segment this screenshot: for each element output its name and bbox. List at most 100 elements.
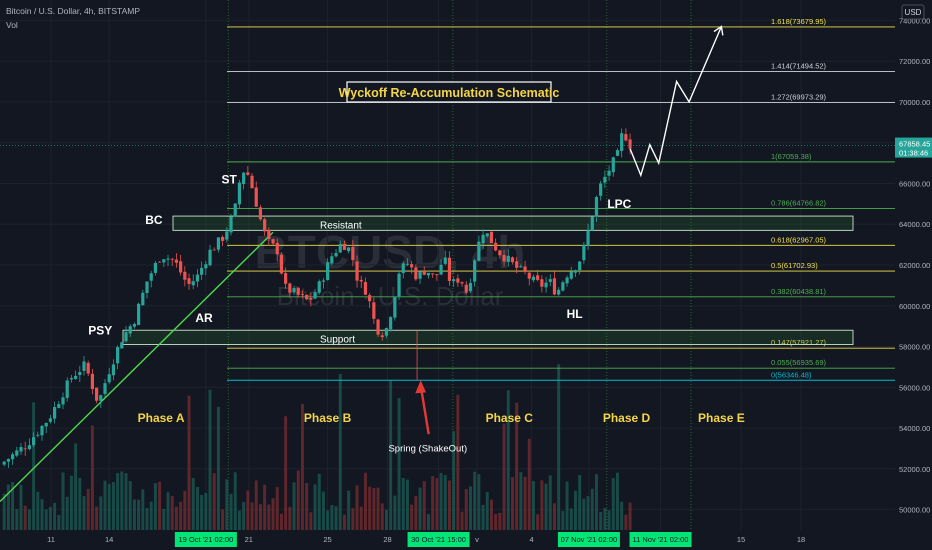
candle-body[interactable] <box>586 230 590 246</box>
candle-body[interactable] <box>347 247 351 252</box>
candle-body[interactable] <box>515 261 519 268</box>
candle-body[interactable] <box>607 170 611 176</box>
candle-body[interactable] <box>15 450 19 456</box>
candle-body[interactable] <box>431 273 435 275</box>
candle-body[interactable] <box>162 259 166 263</box>
candle-body[interactable] <box>300 293 305 295</box>
candle-body[interactable] <box>620 133 624 151</box>
candle-body[interactable] <box>548 279 552 282</box>
candle-body[interactable] <box>473 260 477 282</box>
candle-body[interactable] <box>309 297 313 300</box>
candle-body[interactable] <box>456 278 460 283</box>
candle-body[interactable] <box>32 437 36 446</box>
candle-body[interactable] <box>279 254 284 274</box>
candle-body[interactable] <box>229 216 233 233</box>
candle-body[interactable] <box>132 323 137 327</box>
candle-body[interactable] <box>561 282 565 291</box>
candle-body[interactable] <box>254 187 258 207</box>
candle-body[interactable] <box>179 261 183 273</box>
candle-body[interactable] <box>36 434 40 436</box>
candle-body[interactable] <box>510 257 515 263</box>
candle-body[interactable] <box>116 347 120 364</box>
candle-body[interactable] <box>334 252 338 257</box>
candle-body[interactable] <box>258 207 263 220</box>
candle-body[interactable] <box>401 263 405 274</box>
current-price-badge[interactable] <box>895 137 932 158</box>
candle-body[interactable] <box>557 289 561 295</box>
candles[interactable] <box>2 128 632 468</box>
candle-body[interactable] <box>363 282 368 295</box>
candle-body[interactable] <box>69 378 74 380</box>
candle-body[interactable] <box>107 374 111 383</box>
candle-body[interactable] <box>263 219 267 232</box>
candle-body[interactable] <box>82 361 86 371</box>
candle-body[interactable] <box>468 282 473 292</box>
candle-body[interactable] <box>376 319 380 335</box>
candle-body[interactable] <box>187 278 191 284</box>
candle-body[interactable] <box>250 175 254 189</box>
candle-body[interactable] <box>288 283 292 293</box>
candle-body[interactable] <box>611 157 615 173</box>
candle-body[interactable] <box>128 326 132 334</box>
candle-body[interactable] <box>284 273 288 284</box>
candle-body[interactable] <box>393 297 397 318</box>
candle-body[interactable] <box>267 230 271 239</box>
candle-body[interactable] <box>137 303 141 326</box>
candle-body[interactable] <box>447 257 452 281</box>
candle-body[interactable] <box>519 265 523 267</box>
candle-body[interactable] <box>95 387 99 401</box>
candle-body[interactable] <box>552 278 557 295</box>
candle-body[interactable] <box>414 267 418 280</box>
candle-body[interactable] <box>2 461 6 465</box>
candle-body[interactable] <box>372 302 376 319</box>
candle-body[interactable] <box>569 271 573 279</box>
candle-body[interactable] <box>53 407 57 419</box>
candle-body[interactable] <box>174 259 179 263</box>
candle-body[interactable] <box>389 317 393 330</box>
candle-body[interactable] <box>99 395 103 401</box>
candle-body[interactable] <box>582 244 586 261</box>
candle-body[interactable] <box>200 267 204 275</box>
candle-body[interactable] <box>195 274 200 282</box>
candle-body[interactable] <box>225 231 229 240</box>
candle-body[interactable] <box>317 281 321 293</box>
candle-body[interactable] <box>292 288 296 293</box>
candle-body[interactable] <box>149 273 153 281</box>
candle-body[interactable] <box>384 328 389 336</box>
candle-body[interactable] <box>120 342 124 349</box>
candle-body[interactable] <box>216 237 221 250</box>
candle-body[interactable] <box>565 277 569 284</box>
candle-body[interactable] <box>86 362 90 374</box>
candle-body[interactable] <box>221 236 225 241</box>
candle-body[interactable] <box>271 239 275 244</box>
candle-body[interactable] <box>321 280 326 282</box>
candle-body[interactable] <box>233 203 237 217</box>
candle-body[interactable] <box>48 418 53 422</box>
candle-body[interactable] <box>523 266 527 272</box>
candle-body[interactable] <box>6 458 10 462</box>
candle-body[interactable] <box>44 422 48 427</box>
candle-body[interactable] <box>246 172 250 175</box>
candle-body[interactable] <box>594 196 599 217</box>
candle-body[interactable] <box>590 216 594 231</box>
candle-body[interactable] <box>296 287 300 295</box>
candle-body[interactable] <box>78 371 82 376</box>
candle-body[interactable] <box>464 284 468 293</box>
candle-body[interactable] <box>355 261 359 281</box>
candle-body[interactable] <box>359 279 363 282</box>
candle-body[interactable] <box>305 294 309 300</box>
candle-body[interactable] <box>11 454 15 460</box>
candle-body[interactable] <box>410 264 414 268</box>
candle-body[interactable] <box>338 243 342 253</box>
candle-body[interactable] <box>489 231 494 244</box>
candle-body[interactable] <box>74 375 78 379</box>
candle-body[interactable] <box>141 292 145 306</box>
candle-body[interactable] <box>435 274 439 276</box>
candle-body[interactable] <box>506 255 510 262</box>
candle-body[interactable] <box>326 262 330 281</box>
candle-body[interactable] <box>481 234 485 244</box>
candle-body[interactable] <box>426 272 431 276</box>
candle-body[interactable] <box>494 242 498 251</box>
candle-body[interactable] <box>452 279 456 282</box>
